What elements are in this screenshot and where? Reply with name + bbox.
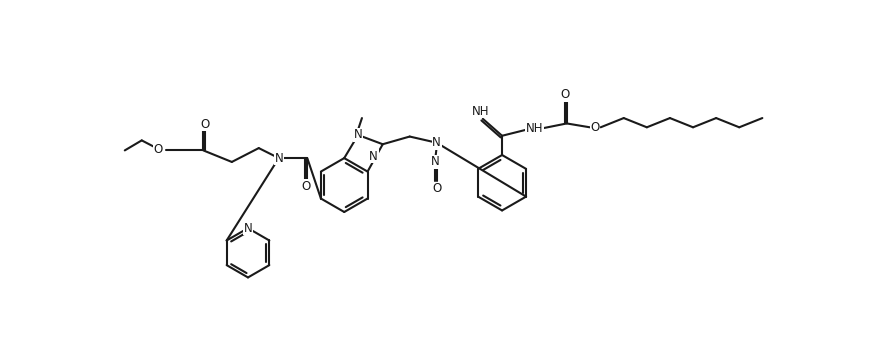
Text: O: O [153, 143, 163, 156]
Text: N: N [368, 150, 377, 163]
Text: NH: NH [525, 121, 542, 135]
Text: O: O [301, 180, 310, 193]
Text: O: O [200, 118, 209, 131]
Text: N: N [354, 129, 362, 142]
Text: NH: NH [471, 105, 488, 118]
Text: N: N [430, 155, 439, 169]
Text: N: N [432, 136, 441, 149]
Text: N: N [243, 222, 252, 235]
Text: N: N [274, 152, 282, 165]
Text: O: O [590, 121, 600, 134]
Text: O: O [432, 182, 441, 195]
Text: O: O [560, 88, 569, 102]
